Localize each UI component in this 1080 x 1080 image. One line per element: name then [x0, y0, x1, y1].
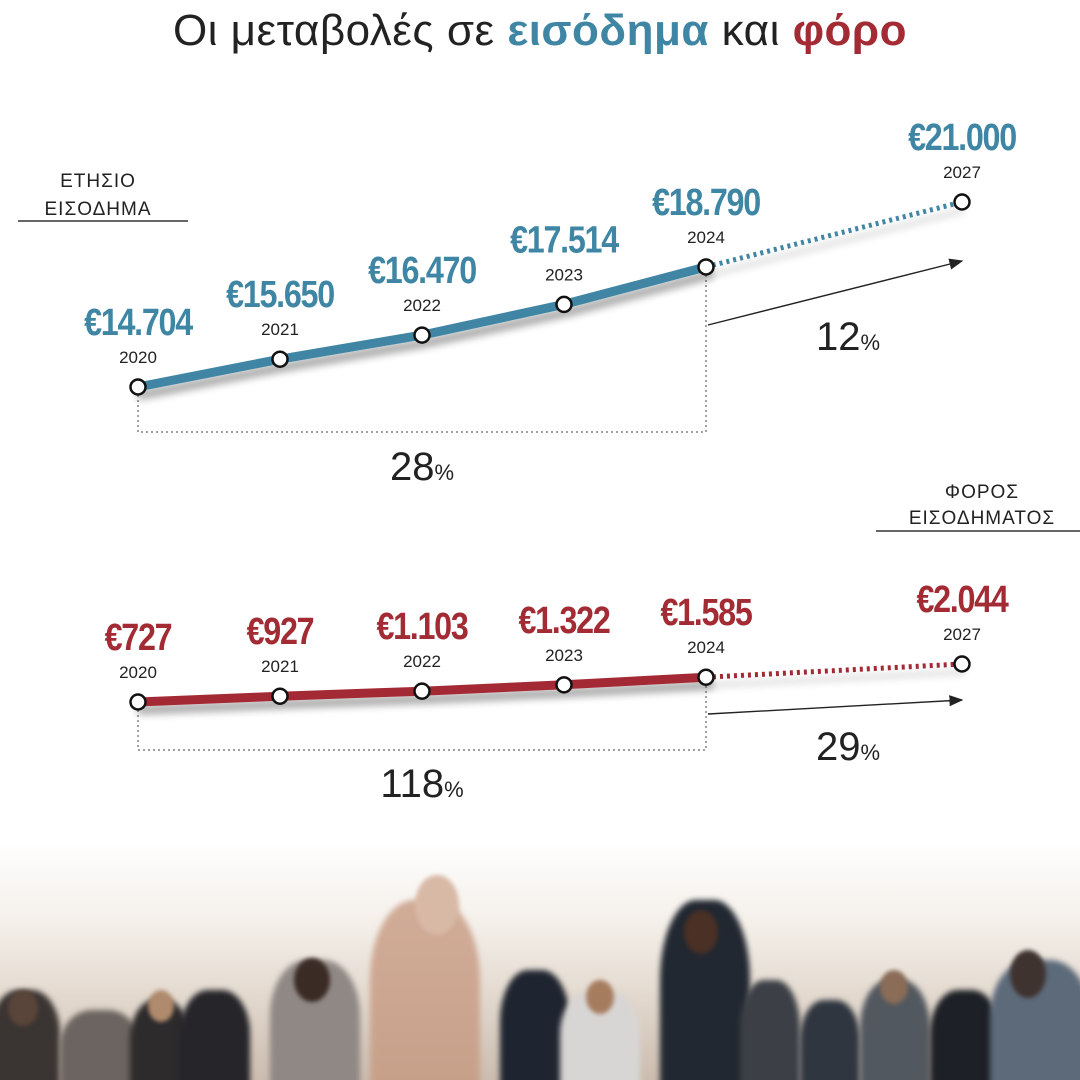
income-value-label-2023: €17.514: [510, 219, 619, 261]
income-value-label-2022: €16.470: [368, 250, 477, 292]
tax-value-label-2021: €927: [247, 611, 314, 653]
income-point-2020: [129, 378, 147, 396]
income-point-2022: [413, 326, 431, 344]
income-change-2024-2027-unit: %: [860, 330, 880, 355]
tax-change-2024-2027-unit: %: [860, 740, 880, 765]
income-value-label-2021: €15.650: [226, 274, 335, 316]
tax-panel: ΦΟΡΟΣΕΙΣΟΔΗΜΑΤΟΣ118%29%2020€7272021€9272…: [105, 482, 1080, 806]
tax-change-bracket: [137, 685, 707, 751]
tax-point-2027: [953, 655, 971, 673]
title-tax-word: φόρο: [792, 6, 908, 55]
title-income-word: εισόδημα: [507, 6, 709, 55]
tax-point-2020: [129, 693, 147, 711]
tax-change-2020-2024: 118%: [380, 762, 463, 806]
tax-value-label-2022: €1.103: [376, 606, 468, 648]
income-change-2020-2024-number: 28: [390, 445, 435, 489]
tax-point-2021: [271, 687, 289, 705]
tax-year-label-2027: 2027: [943, 625, 981, 644]
tax-change-2020-2024-unit: %: [444, 777, 464, 802]
tax-change-2020-2024-number: 118: [380, 762, 444, 806]
tax-value-label-2024: €1.585: [660, 592, 752, 634]
income-year-label-2020: 2020: [119, 348, 157, 367]
tax-point-2024: [697, 668, 715, 686]
tax-projection-arrow: [707, 695, 964, 715]
tax-projection-line: [705, 661, 963, 680]
tax-year-label-2023: 2023: [545, 646, 583, 665]
tax-change-2024-2027-number: 29: [816, 725, 861, 769]
tax-year-label-2020: 2020: [119, 663, 157, 682]
income-panel-label-line-2: ΕΙΣΟΔΗΜΑ: [45, 199, 152, 220]
income-change-2024-2027-number: 12: [816, 315, 861, 359]
tax-value-label-2027: €2.044: [916, 579, 1009, 621]
tax-panel-label-line-2: ΕΙΣΟΔΗΜΑΤΟΣ: [909, 508, 1055, 529]
tax-panel-label-line-1: ΦΟΡΟΣ: [945, 482, 1019, 503]
income-point-2024: [697, 258, 715, 276]
title-middle: και: [708, 6, 793, 55]
income-point-2023: [555, 295, 573, 314]
tax-year-label-2022: 2022: [403, 652, 441, 671]
income-change-2020-2024: 28%: [390, 445, 454, 489]
income-value-label-2027: €21.000: [908, 117, 1017, 159]
income-projection-line: [705, 199, 963, 270]
income-change-bracket: [137, 274, 707, 433]
income-change-2020-2024-unit: %: [434, 460, 454, 485]
income-year-label-2023: 2023: [545, 265, 583, 284]
tax-point-2023: [555, 676, 573, 694]
income-point-2027: [953, 193, 971, 211]
income-value-label-2020: €14.704: [84, 302, 193, 344]
tax-value-label-2020: €727: [105, 617, 172, 659]
title-prefix: Οι μεταβολές σε: [172, 6, 508, 55]
tax-point-2022: [413, 682, 431, 700]
income-year-label-2021: 2021: [261, 320, 299, 339]
income-year-label-2024: 2024: [687, 228, 725, 247]
tax-year-label-2024: 2024: [687, 638, 725, 657]
income-year-label-2022: 2022: [403, 296, 441, 315]
tax-year-label-2021: 2021: [261, 657, 299, 676]
income-point-2021: [271, 350, 289, 368]
tax-value-label-2023: €1.322: [518, 599, 610, 641]
income-change-2024-2027: 12%: [816, 315, 880, 359]
chart-title: Οι μεταβολές σε εισόδημα και φόρο: [0, 6, 1080, 56]
income-panel-label-line-1: ΕΤΗΣΙΟ: [60, 171, 136, 192]
crowd-photo: [0, 840, 1080, 1080]
income-projection-arrow: [707, 258, 964, 326]
income-year-label-2027: 2027: [943, 163, 981, 182]
tax-change-2024-2027: 29%: [816, 725, 880, 769]
income-value-label-2024: €18.790: [652, 182, 761, 224]
